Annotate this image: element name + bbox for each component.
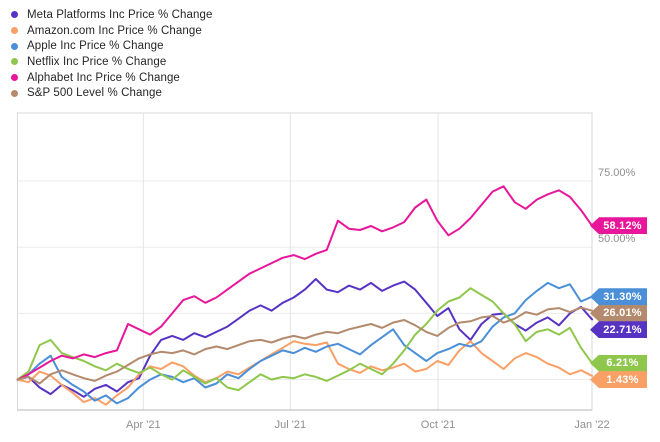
end-value-badge-alphabet: 58.12%: [590, 217, 647, 235]
legend-dot-icon: [11, 11, 18, 19]
end-value-badge-meta: 22.71%: [590, 321, 647, 339]
series-line-3: [16, 287, 593, 392]
legend-item-amazon: Amazon.com Inc Price % Change: [8, 23, 212, 39]
badge-value: 1.43%: [606, 373, 639, 386]
legend-label: Amazon.com Inc Price % Change: [27, 24, 202, 37]
end-value-badge-apple: 31.30%: [590, 288, 647, 306]
end-value-badge-netflix: 6.21%: [590, 354, 647, 372]
x-axis-label-jul21: Jul '21: [274, 419, 307, 431]
legend-dot-icon: [11, 42, 18, 50]
y-axis-label-50: 50.00%: [598, 232, 636, 245]
x-axis-label-jan22: Jan '22: [574, 419, 610, 431]
badge-value: 22.71%: [603, 323, 642, 336]
legend-dot-icon: [11, 58, 18, 66]
legend-item-netflix: Netflix Inc Price % Change: [8, 54, 212, 70]
series-line-1: [16, 340, 593, 406]
legend-item-sp500: S&P 500 Level % Change: [8, 85, 212, 101]
series-line-0: [16, 278, 593, 398]
legend-item-apple: Apple Inc Price % Change: [8, 38, 212, 54]
x-axis-label-apr21: Apr '21: [126, 419, 161, 431]
end-value-badge-amazon: 1.43%: [590, 371, 647, 389]
badge-value: 31.30%: [603, 290, 642, 303]
badge-value: 6.21%: [606, 357, 639, 370]
legend-label: Netflix Inc Price % Change: [27, 55, 167, 68]
badge-value: 58.12%: [603, 219, 642, 232]
end-value-badge-sp500: 26.01%: [590, 304, 647, 322]
legend-dot-icon: [11, 74, 18, 82]
legend-item-meta: Meta Platforms Inc Price % Change: [8, 7, 212, 23]
legend: Meta Platforms Inc Price % Change Amazon…: [8, 7, 212, 101]
legend-label: Alphabet Inc Price % Change: [27, 71, 180, 84]
plot-frame: [17, 112, 593, 411]
y-axis-label-75: 75.00%: [598, 166, 636, 179]
series-line-4: [16, 185, 593, 381]
legend-item-alphabet: Alphabet Inc Price % Change: [8, 70, 212, 86]
series-line-5: [16, 306, 593, 385]
legend-label: Apple Inc Price % Change: [27, 40, 164, 53]
x-axis-label-oct21: Oct '21: [420, 419, 456, 431]
legend-dot-icon: [11, 89, 18, 97]
series-line-2: [16, 281, 593, 405]
legend-label: S&P 500 Level % Change: [27, 87, 162, 100]
legend-label: Meta Platforms Inc Price % Change: [27, 8, 213, 21]
legend-dot-icon: [11, 27, 18, 35]
badge-value: 26.01%: [603, 307, 642, 320]
